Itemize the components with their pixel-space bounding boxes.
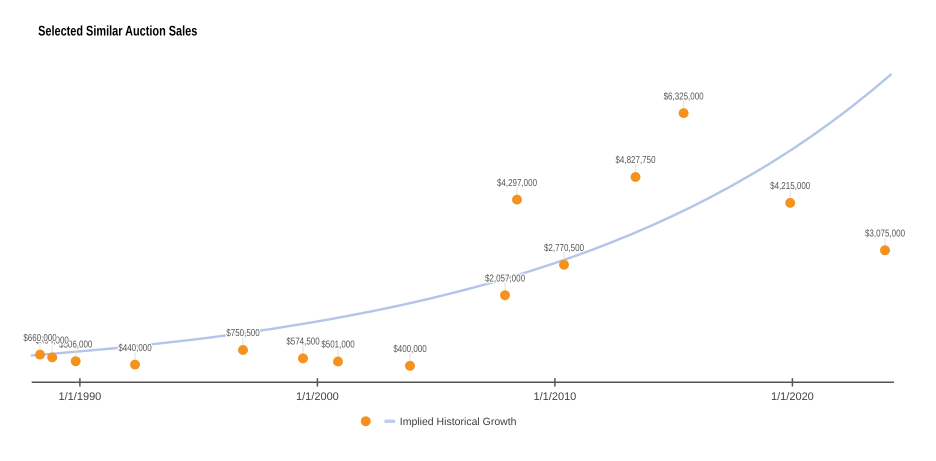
svg-text:$574,500: $574,500 xyxy=(286,337,320,348)
svg-text:$4,297,000: $4,297,000 xyxy=(497,178,537,189)
svg-text:1/1/2000: 1/1/2000 xyxy=(296,391,339,403)
svg-text:1/1/2020: 1/1/2020 xyxy=(771,391,814,403)
svg-text:$4,827,750: $4,827,750 xyxy=(615,155,655,166)
svg-text:1/1/2010: 1/1/2010 xyxy=(533,391,576,403)
svg-text:1/1/1990: 1/1/1990 xyxy=(58,391,101,403)
svg-text:$2,057,000: $2,057,000 xyxy=(485,273,525,284)
svg-text:$440,000: $440,000 xyxy=(118,343,152,354)
svg-text:$594,000: $594,000 xyxy=(36,336,70,347)
svg-text:$3,075,000: $3,075,000 xyxy=(865,229,905,240)
svg-text:$501,000: $501,000 xyxy=(321,340,355,351)
svg-text:Selected Similar Auction Sales: Selected Similar Auction Sales xyxy=(38,23,197,39)
svg-text:$506,000: $506,000 xyxy=(59,339,93,350)
svg-text:$4,215,000: $4,215,000 xyxy=(770,181,810,192)
svg-text:$6,325,000: $6,325,000 xyxy=(664,91,704,102)
svg-text:Implied Historical Growth: Implied Historical Growth xyxy=(400,416,517,428)
svg-text:$400,000: $400,000 xyxy=(393,344,427,355)
svg-text:$750,500: $750,500 xyxy=(226,328,260,339)
svg-text:$2,770,500: $2,770,500 xyxy=(544,243,584,254)
svg-text:$660,000: $660,000 xyxy=(23,333,57,344)
